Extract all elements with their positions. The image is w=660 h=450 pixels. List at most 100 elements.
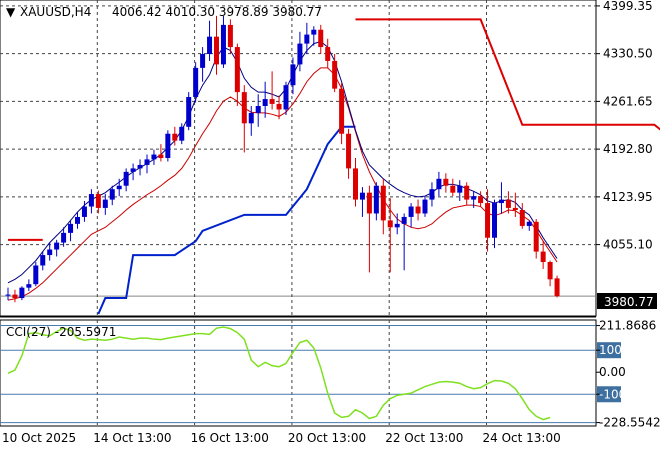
candle bbox=[408, 203, 414, 228]
price-tick-label: 4330.50 bbox=[603, 47, 653, 61]
candle bbox=[492, 199, 497, 249]
candle bbox=[179, 123, 185, 145]
candle bbox=[12, 289, 18, 303]
cci-tick-label: 211.8686 bbox=[599, 319, 656, 333]
candle bbox=[498, 182, 504, 214]
candle bbox=[464, 182, 470, 206]
candle bbox=[26, 279, 32, 292]
candle bbox=[429, 182, 435, 207]
svg-text:3980.77: 3980.77 bbox=[604, 295, 654, 309]
candle bbox=[290, 57, 296, 95]
candle bbox=[436, 171, 442, 197]
candle bbox=[151, 149, 157, 165]
candle bbox=[109, 185, 115, 206]
candle bbox=[19, 286, 25, 301]
chart-title-marker: ▼ bbox=[6, 5, 16, 19]
price-tick-label: 4123.95 bbox=[603, 190, 653, 204]
stop-line-blue bbox=[97, 125, 356, 315]
price-tick-label: 4261.65 bbox=[603, 94, 653, 108]
candle bbox=[116, 178, 122, 197]
price-axis: 4399.35 4330.50 4261.65 4192.80 4123.95 4055.… bbox=[596, 0, 653, 252]
candle bbox=[478, 191, 484, 207]
cci-title: CCI(27) -205.5971 bbox=[6, 325, 116, 339]
candle bbox=[471, 191, 477, 208]
time-tick-label: 10 Oct 2025 bbox=[2, 431, 76, 445]
candle bbox=[130, 163, 136, 181]
candle bbox=[540, 241, 546, 269]
price-tick-label: 4055.10 bbox=[603, 238, 653, 252]
candle bbox=[339, 83, 345, 145]
candle bbox=[33, 262, 39, 287]
candle bbox=[554, 275, 560, 298]
candle bbox=[353, 158, 358, 207]
candle bbox=[214, 15, 219, 75]
candle bbox=[241, 85, 247, 153]
candle bbox=[373, 182, 379, 221]
trailing-stop-lines bbox=[8, 18, 660, 315]
grid-lines bbox=[0, 0, 596, 426]
cci-tick-label: 0.00 bbox=[599, 365, 626, 379]
time-axis: 10 Oct 2025 14 Oct 13:00 16 Oct 13:00 20 Oc… bbox=[2, 431, 561, 445]
stop-line-red bbox=[8, 18, 660, 241]
cci-axis: 211.8686 100 0.00 -100 -228.5542 bbox=[596, 319, 660, 430]
candle bbox=[387, 198, 393, 273]
candle bbox=[137, 159, 143, 176]
time-tick-label: 22 Oct 13:00 bbox=[385, 431, 463, 445]
chart-ohlc: 4006.42 4010.30 3978.89 3980.77 bbox=[112, 5, 322, 19]
chart-symbol: XAUUSD,H4 bbox=[20, 5, 91, 19]
candle bbox=[401, 213, 407, 271]
candle bbox=[172, 126, 178, 146]
candle bbox=[359, 187, 365, 217]
candle bbox=[304, 22, 310, 54]
time-tick-label: 24 Oct 13:00 bbox=[483, 431, 561, 445]
candle bbox=[526, 220, 532, 231]
current-price-label: 3980.77 bbox=[597, 293, 657, 309]
candle bbox=[443, 173, 449, 193]
candle bbox=[227, 19, 233, 54]
candle bbox=[165, 130, 171, 162]
candle bbox=[380, 178, 386, 235]
candle bbox=[485, 189, 491, 252]
price-tick-label: 4399.35 bbox=[603, 0, 653, 13]
candle bbox=[220, 15, 226, 68]
candle bbox=[40, 251, 46, 271]
candle bbox=[200, 47, 206, 82]
cci-tick-label: 100 bbox=[599, 343, 622, 357]
candle bbox=[366, 185, 372, 273]
candle bbox=[422, 196, 428, 217]
time-tick-label: 20 Oct 13:00 bbox=[288, 431, 366, 445]
candle bbox=[269, 71, 275, 110]
cci-series bbox=[7, 326, 551, 421]
candle bbox=[519, 203, 525, 229]
candle bbox=[332, 54, 338, 93]
candle bbox=[88, 189, 94, 214]
time-tick-label: 14 Oct 13:00 bbox=[93, 431, 171, 445]
candle bbox=[144, 154, 150, 174]
candle bbox=[81, 200, 87, 222]
candle bbox=[346, 128, 352, 179]
candle bbox=[68, 220, 74, 242]
candle bbox=[207, 20, 213, 61]
candle bbox=[193, 62, 199, 103]
candle bbox=[311, 26, 317, 46]
cci-level-badge bbox=[597, 386, 621, 403]
candle bbox=[248, 106, 254, 136]
candle bbox=[123, 168, 129, 192]
cci-level-badge bbox=[597, 342, 621, 359]
cci-line bbox=[7, 326, 551, 421]
candle bbox=[505, 191, 511, 214]
candle bbox=[415, 199, 421, 221]
cci-panel-frame bbox=[0, 319, 597, 427]
candle bbox=[457, 180, 463, 201]
candle bbox=[276, 95, 282, 120]
candle bbox=[262, 81, 268, 118]
candle bbox=[297, 31, 303, 72]
candle bbox=[158, 144, 164, 162]
candle bbox=[186, 92, 192, 131]
candle bbox=[61, 227, 67, 247]
candle bbox=[5, 287, 11, 301]
candle bbox=[547, 260, 553, 287]
candle bbox=[283, 81, 289, 116]
candle bbox=[533, 219, 539, 259]
